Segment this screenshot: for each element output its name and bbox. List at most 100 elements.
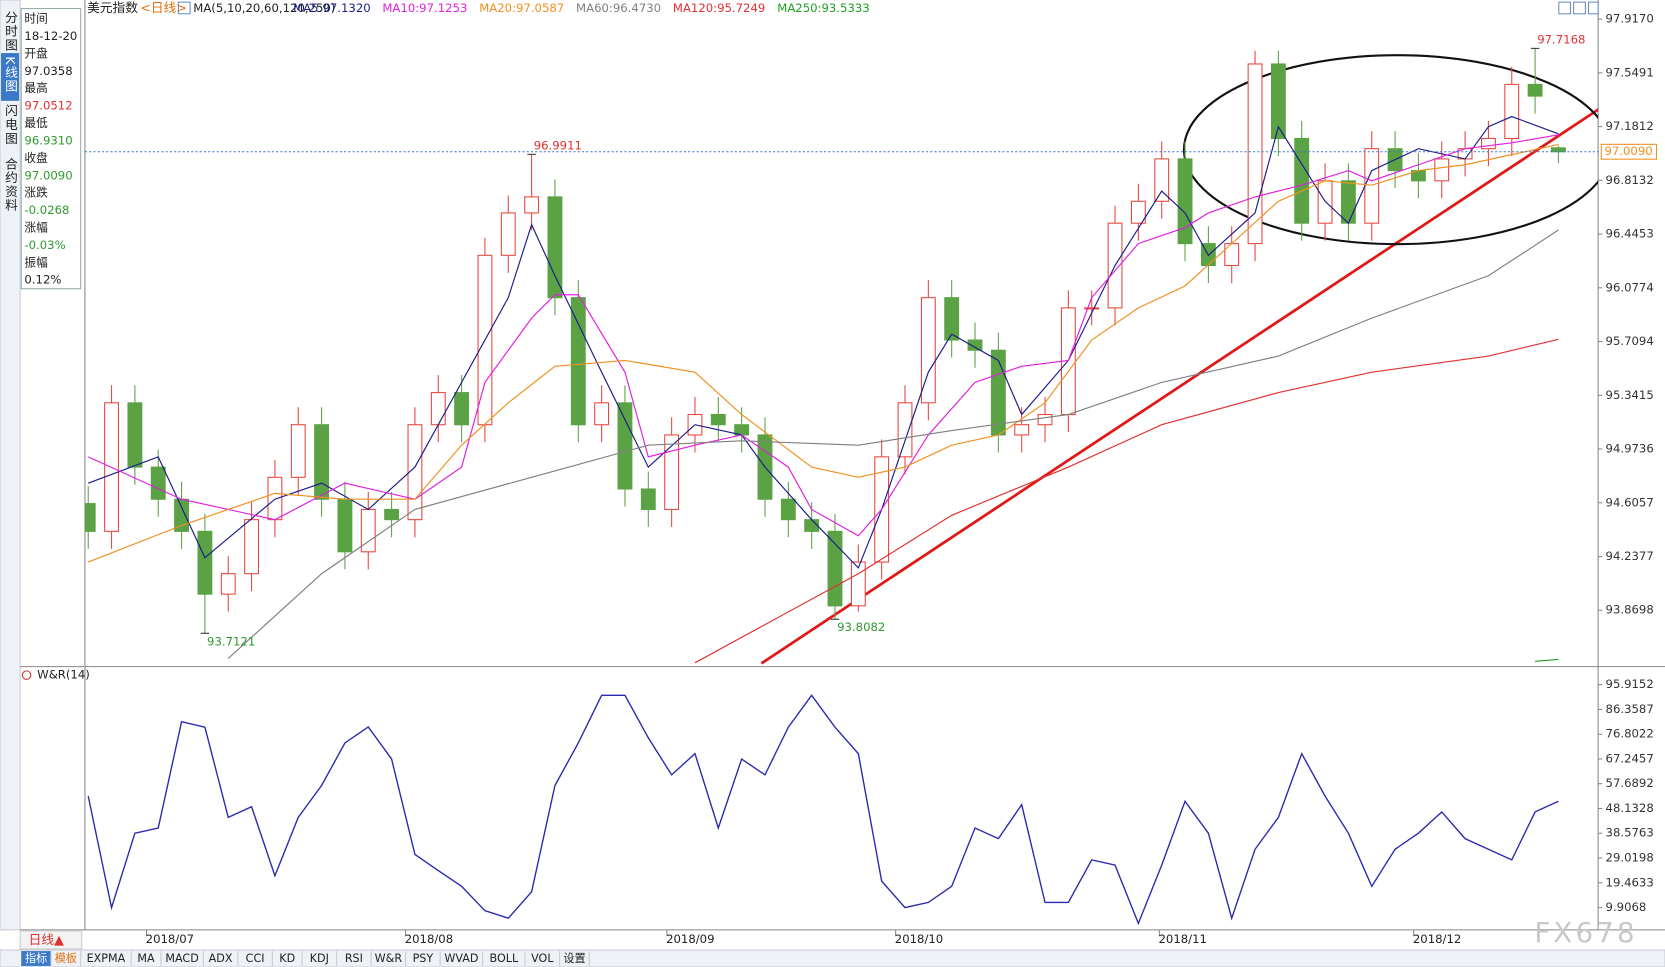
candle-body xyxy=(944,297,960,341)
ma-line xyxy=(227,229,1559,659)
bottom-tab[interactable]: 设置 xyxy=(563,952,585,965)
bottom-tab[interactable]: KD xyxy=(279,952,295,965)
info-label: 时间 xyxy=(24,12,47,26)
trend-line xyxy=(760,108,1599,665)
candle-body xyxy=(1504,83,1520,139)
info-label: 涨跌 xyxy=(24,186,48,200)
wr-line xyxy=(87,694,1559,926)
x-tick-label: 2018/08 xyxy=(405,932,453,946)
y-tick-label: 96.8132 xyxy=(1606,173,1654,187)
x-tick-label: 2018/10 xyxy=(895,932,943,946)
candle-body xyxy=(617,402,633,490)
candle-body xyxy=(897,402,913,458)
zoom-button[interactable] xyxy=(1588,1,1599,15)
candle-body xyxy=(244,519,260,575)
y-tick-label: 86.3587 xyxy=(1606,702,1654,716)
left-tab-bar xyxy=(0,0,21,931)
y-tick-label: 95.7094 xyxy=(1606,334,1654,348)
bottom-tab[interactable]: VOL xyxy=(531,952,554,965)
candle-body xyxy=(290,424,306,478)
candle-body xyxy=(570,297,586,426)
candle-body xyxy=(220,573,236,595)
candle-body xyxy=(174,498,189,532)
bottom-tab[interactable]: EXPMA xyxy=(87,952,126,965)
candle-body xyxy=(1527,83,1543,97)
candle-body xyxy=(384,508,400,521)
annotation-label: 96.9911 xyxy=(534,138,582,152)
last-price-label: 97.0090 xyxy=(1604,144,1652,158)
candle-body xyxy=(84,503,96,532)
bottom-tab[interactable]: 模板 xyxy=(55,951,77,965)
indicator-icon[interactable] xyxy=(177,1,191,15)
candle-body xyxy=(1084,307,1100,310)
x-tick-label: 2018/07 xyxy=(146,932,194,946)
left-tab[interactable]: 分时图 xyxy=(2,11,17,52)
bottom-tab[interactable]: PSY xyxy=(413,952,434,965)
candle-body xyxy=(594,402,610,426)
settings-icon[interactable] xyxy=(21,670,32,680)
y-tick-label: 95.9152 xyxy=(1606,677,1654,691)
legend-entry: MA250:93.5333 xyxy=(777,1,869,15)
info-value: 18-12-20 xyxy=(24,29,77,43)
y-tick-label: 93.8698 xyxy=(1606,603,1654,617)
candle-body xyxy=(1177,158,1193,245)
y-tick-label: 95.3415 xyxy=(1606,388,1654,402)
wr-title: W&R(14) xyxy=(37,668,90,682)
left-tab[interactable]: 闪电图 xyxy=(2,104,17,145)
zoom-button[interactable] xyxy=(1558,1,1572,15)
candle-body xyxy=(1340,180,1356,224)
legend-entry: MA60:96.4730 xyxy=(576,1,661,15)
candle-body xyxy=(337,498,353,553)
y-tick-label: 57.6892 xyxy=(1606,776,1654,790)
candle-body xyxy=(1434,158,1450,182)
ma-line xyxy=(88,143,1559,563)
bottom-tab[interactable]: CCI xyxy=(246,952,265,965)
tab-selected-bg xyxy=(21,951,51,966)
info-label: 振幅 xyxy=(24,255,48,269)
candle-body xyxy=(1154,158,1170,202)
indicator-label: MA(5,10,20,60,120,250) xyxy=(193,1,335,15)
y-tick-label: 94.9736 xyxy=(1606,442,1654,456)
candle-body xyxy=(1550,147,1566,153)
left-tab[interactable]: K线图 xyxy=(2,56,17,93)
candle-body xyxy=(1014,424,1030,436)
info-value: 97.0358 xyxy=(24,64,72,78)
candle-body xyxy=(780,498,796,521)
bottom-tab[interactable]: ADX xyxy=(209,952,233,965)
legend-entry: MA5:97.1320 xyxy=(293,1,371,15)
candle-body xyxy=(1364,148,1380,224)
info-label: 收盘 xyxy=(24,151,48,165)
candle-body xyxy=(990,349,1006,436)
candle-body xyxy=(640,488,656,510)
candle-body xyxy=(1294,137,1310,224)
zoom-button[interactable] xyxy=(1573,1,1586,15)
bottom-tab[interactable]: BOLL xyxy=(490,952,519,965)
info-value: 97.0512 xyxy=(24,99,72,113)
candle-body xyxy=(827,530,843,607)
ma-line xyxy=(1535,658,1559,662)
watermark: FX678 xyxy=(1534,916,1637,949)
bottom-tab[interactable]: 指标 xyxy=(25,951,47,965)
bottom-tab[interactable]: KDJ xyxy=(310,952,329,965)
info-value: -0.0268 xyxy=(24,203,69,217)
candle-body xyxy=(710,413,726,426)
candle-body xyxy=(920,297,936,404)
candle-body xyxy=(664,434,680,510)
left-tab[interactable]: 合约资料 xyxy=(2,157,17,212)
annotation-label: 93.8082 xyxy=(837,620,885,634)
annotation-label: 97.7168 xyxy=(1537,32,1585,46)
candle-body xyxy=(967,339,983,351)
x-tick-label: 2018/11 xyxy=(1158,932,1206,946)
period-button-bg[interactable] xyxy=(19,930,83,950)
bottom-tab[interactable]: MACD xyxy=(165,952,198,965)
period-button[interactable]: 日线▲ xyxy=(29,933,64,948)
bottom-tab[interactable]: RSI xyxy=(345,952,363,965)
bottom-tab[interactable]: WVAD xyxy=(444,952,478,965)
candle-body xyxy=(1130,200,1146,224)
bottom-tab[interactable]: W&R xyxy=(375,952,403,965)
y-tick-label: 94.6057 xyxy=(1606,495,1654,509)
bottom-tab[interactable]: MA xyxy=(137,952,155,965)
y-tick-label: 38.5763 xyxy=(1606,826,1654,840)
